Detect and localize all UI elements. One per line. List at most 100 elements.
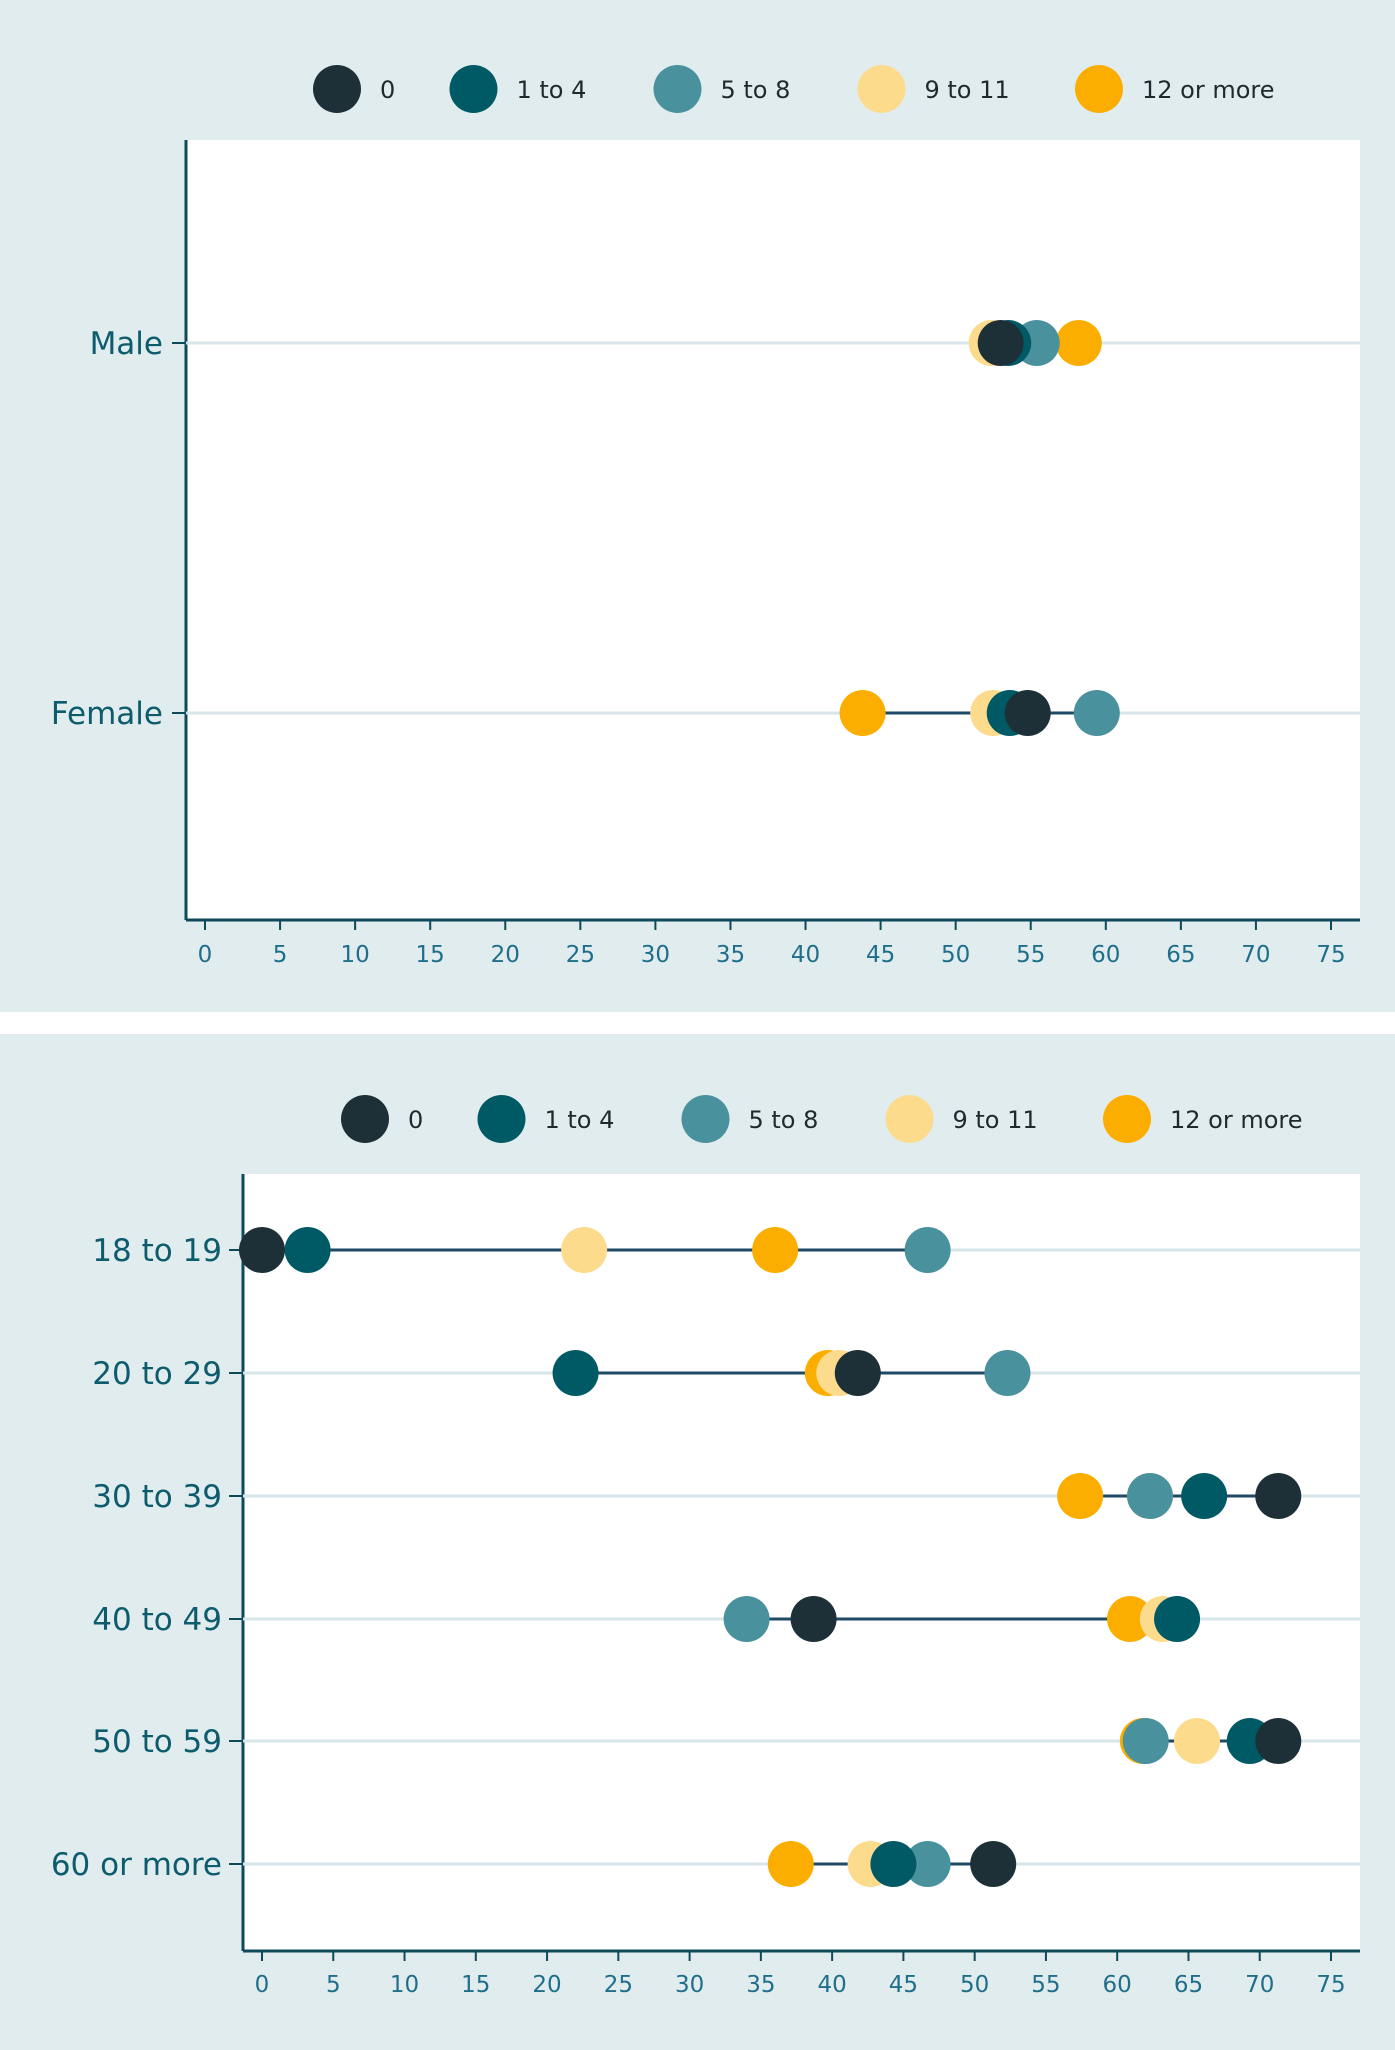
- point-60-or-more-5-to-8: [904, 1841, 951, 1887]
- x-tick-label-5: 5: [273, 942, 288, 968]
- panel-2-legend: 0 1 to 4 5 to 8 9 to 11 12 or more: [341, 1095, 1303, 1143]
- category-label-male: Male: [90, 326, 163, 362]
- x-tick-label-25: 25: [604, 1972, 633, 1998]
- x-tick-label-75: 75: [1316, 942, 1345, 968]
- x-tick-label-45: 45: [866, 942, 895, 968]
- legend-label-12-or-more: 12 or more: [1170, 1106, 1303, 1134]
- legend-label-1-to-4: 1 to 4: [517, 76, 587, 104]
- point-60-or-more-12-or-more: [767, 1841, 814, 1887]
- x-tick-label-70: 70: [1245, 1972, 1274, 1998]
- legend-marker-5-to-8: [681, 1095, 730, 1143]
- x-tick-label-10: 10: [390, 1972, 419, 1998]
- panel-2-x-ticks: 0 5 10 15 20 25 30 35 40 45 50 55 60 65 70 75: [255, 1951, 1346, 1998]
- x-tick-label-50: 50: [960, 1972, 989, 1998]
- legend-marker-12-or-more: [1075, 65, 1123, 113]
- x-tick-label-60: 60: [1091, 942, 1120, 968]
- category-label-50-to-59: 50 to 59: [92, 1724, 222, 1760]
- x-tick-label-65: 65: [1166, 942, 1195, 968]
- panel-2-plot-area: [243, 1174, 1360, 1951]
- x-tick-label-75: 75: [1316, 1972, 1345, 1998]
- panel-1-points: [839, 320, 1120, 736]
- panel-1-legend: 0 1 to 4 5 to 8 9 to 11 12 or more: [313, 65, 1275, 113]
- panel-separator: [0, 1012, 1395, 1034]
- legend-label-1-to-4: 1 to 4: [545, 1106, 615, 1134]
- x-tick-label-65: 65: [1174, 1972, 1203, 1998]
- panel-2-category-labels: 18 to 19 20 to 29 30 to 39 40 to 49 50 to 59…: [51, 1233, 222, 1883]
- category-label-60-or-more: 60 or more: [51, 1847, 222, 1883]
- x-tick-label-35: 35: [746, 1972, 775, 1998]
- point-18-to-19-5-to-8: [904, 1227, 951, 1273]
- panel-1-x-ticks: 0 5 10 15 20 25 30 35 40 45 50 55 60 65 70 75: [198, 920, 1346, 968]
- x-tick-label-45: 45: [889, 1972, 918, 1998]
- legend-marker-12-or-more: [1103, 1095, 1151, 1143]
- point-female-5-to-8: [1073, 690, 1120, 736]
- panel-1-category-labels: Male Female: [51, 326, 163, 732]
- legend-marker-0: [313, 65, 361, 113]
- x-tick-label-55: 55: [1016, 942, 1045, 968]
- x-tick-label-40: 40: [817, 1972, 846, 1998]
- legend-label-9-to-11: 9 to 11: [925, 76, 1010, 104]
- x-tick-label-55: 55: [1031, 1972, 1060, 1998]
- point-male-0: [977, 320, 1024, 366]
- point-50-to-59-9-to-11: [1174, 1718, 1221, 1764]
- point-18-to-19-0: [239, 1227, 285, 1273]
- legend-marker-9-to-11: [857, 65, 906, 113]
- point-60-or-more-1-to-4: [870, 1841, 917, 1887]
- point-20-to-29-0: [834, 1350, 881, 1396]
- category-label-18-to-19: 18 to 19: [92, 1233, 222, 1269]
- point-female-0: [1004, 690, 1051, 736]
- x-tick-label-15: 15: [461, 1972, 490, 1998]
- x-tick-label-30: 30: [675, 1972, 704, 1998]
- x-tick-label-15: 15: [416, 942, 445, 968]
- x-tick-label-40: 40: [791, 942, 820, 968]
- legend-label-0: 0: [380, 76, 395, 104]
- point-18-to-19-1-to-4: [284, 1227, 331, 1273]
- x-tick-label-0: 0: [255, 1972, 270, 1998]
- panel-2-points: [239, 1227, 1302, 1887]
- x-tick-label-10: 10: [340, 942, 369, 968]
- point-40-to-49-12-or-more: [1107, 1596, 1154, 1642]
- x-tick-label-20: 20: [491, 942, 520, 968]
- point-40-to-49-0: [790, 1596, 837, 1642]
- point-30-to-39-12-or-more: [1057, 1473, 1104, 1519]
- point-male-12-or-more: [1055, 320, 1102, 366]
- point-female-12-or-more: [839, 690, 886, 736]
- point-18-to-19-12-or-more: [752, 1227, 799, 1273]
- legend-marker-5-to-8: [653, 65, 702, 113]
- legend-marker-9-to-11: [885, 1095, 934, 1143]
- point-40-to-49-5-to-8: [723, 1596, 770, 1642]
- x-tick-label-0: 0: [198, 942, 213, 968]
- legend-label-0: 0: [408, 1106, 423, 1134]
- point-18-to-19-9-to-11: [561, 1227, 608, 1273]
- point-50-to-59-5-to-8: [1122, 1718, 1169, 1764]
- point-30-to-39-5-to-8: [1126, 1473, 1173, 1519]
- legend-label-9-to-11: 9 to 11: [953, 1106, 1038, 1134]
- point-30-to-39-1-to-4: [1181, 1473, 1228, 1519]
- panel-1-plot-area: [186, 140, 1360, 920]
- x-tick-label-60: 60: [1103, 1972, 1132, 1998]
- point-30-to-39-0: [1255, 1473, 1302, 1519]
- point-20-to-29-1-to-4: [552, 1350, 599, 1396]
- x-tick-label-30: 30: [641, 942, 670, 968]
- point-60-or-more-0: [970, 1841, 1017, 1887]
- category-label-female: Female: [51, 696, 163, 732]
- x-tick-label-20: 20: [532, 1972, 561, 1998]
- legend-marker-1-to-4: [477, 1095, 526, 1143]
- category-label-40-to-49: 40 to 49: [92, 1602, 222, 1638]
- category-label-20-to-29: 20 to 29: [92, 1356, 222, 1392]
- panel-1-gridlines: [172, 341, 1360, 715]
- point-40-to-49-1-to-4: [1154, 1596, 1201, 1642]
- x-tick-label-50: 50: [941, 942, 970, 968]
- x-tick-label-5: 5: [326, 1972, 341, 1998]
- x-tick-label-25: 25: [566, 942, 595, 968]
- category-label-30-to-39: 30 to 39: [92, 1479, 222, 1515]
- legend-label-5-to-8: 5 to 8: [721, 76, 791, 104]
- point-50-to-59-0: [1255, 1718, 1302, 1764]
- point-20-to-29-5-to-8: [984, 1350, 1031, 1396]
- legend-label-5-to-8: 5 to 8: [749, 1106, 819, 1134]
- legend-marker-0: [341, 1095, 389, 1143]
- legend-label-12-or-more: 12 or more: [1142, 76, 1275, 104]
- legend-marker-1-to-4: [449, 65, 498, 113]
- x-tick-label-70: 70: [1241, 942, 1270, 968]
